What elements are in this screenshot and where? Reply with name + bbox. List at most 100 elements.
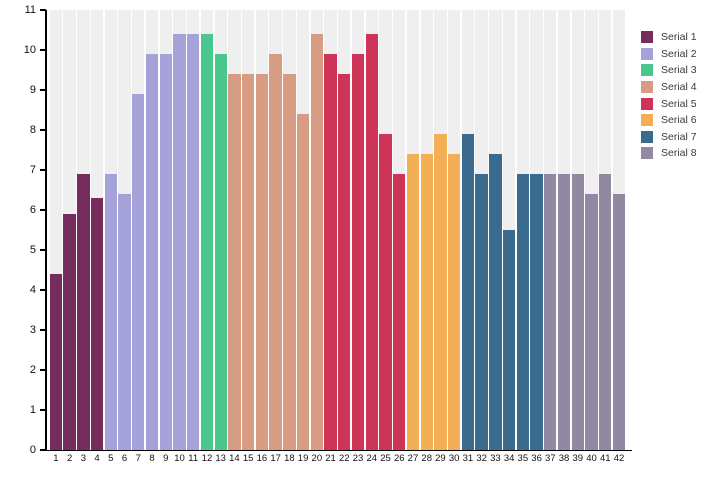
column-backdrop [530,10,543,450]
bar-x17[interactable] [269,54,282,450]
bar-x40[interactable] [585,194,598,450]
column-backdrop [516,10,530,450]
column-backdrop [241,10,255,450]
bar-x38[interactable] [557,174,571,450]
column-backdrop [118,10,131,450]
bar-x41[interactable] [599,174,612,450]
bar-x34[interactable] [502,230,516,450]
column-backdrop [324,10,337,450]
bar-x5[interactable] [104,174,117,450]
bar-x31[interactable] [461,134,475,450]
legend-item-serial-8[interactable]: Serial 8 [641,145,697,162]
bar-x26[interactable] [393,174,406,450]
column-backdrop [351,10,365,450]
legend-label: Serial 3 [661,64,697,77]
bar-x9[interactable] [159,54,172,450]
x-axis-label: 30 [448,453,460,464]
bar-x7[interactable] [132,94,145,450]
legend-item-serial-7[interactable]: Serial 7 [641,129,697,146]
y-axis-tick [40,49,46,51]
legend-swatch [641,47,653,60]
legend-swatch [641,147,653,160]
x-axis-label: 5 [108,453,114,464]
bar-x18[interactable] [283,74,296,450]
legend-item-serial-1[interactable]: Serial 1 [641,29,697,46]
x-axis-label: 39 [572,453,584,464]
bar-x19[interactable] [296,114,310,450]
bar-x15[interactable] [241,74,255,450]
column-backdrop [49,10,63,450]
legend-item-serial-4[interactable]: Serial 4 [641,79,697,96]
column-backdrop [283,10,296,450]
legend-item-serial-3[interactable]: Serial 3 [641,62,697,79]
bar-x24[interactable] [365,34,378,450]
bar-x27[interactable] [406,154,420,450]
bar-x16[interactable] [255,74,269,450]
legend-item-serial-2[interactable]: Serial 2 [641,46,697,63]
bar-x35[interactable] [516,174,530,450]
x-axis-label: 32 [476,453,487,464]
bar-x11[interactable] [187,34,200,450]
column-backdrop [599,10,612,450]
column-backdrop [544,10,557,450]
bar-x1[interactable] [49,274,63,450]
x-axis-label: 11 [188,453,199,464]
x-axis-label: 14 [229,453,240,464]
column-backdrop [63,10,76,450]
legend-item-serial-6[interactable]: Serial 6 [641,112,697,129]
x-axis-label: 25 [380,453,391,464]
x-axis-label: 36 [531,453,542,464]
bar-x10[interactable] [173,34,186,450]
legend-label: Serial 5 [661,97,697,110]
bar-x6[interactable] [118,194,131,450]
bar-x23[interactable] [351,54,365,450]
y-axis-label: 8 [29,124,36,136]
legend-swatch [641,81,653,94]
x-axis-label: 26 [393,453,405,464]
y-axis-tick [40,89,46,91]
bar-x29[interactable] [434,134,447,450]
x-axis-label: 37 [545,453,556,464]
y-axis-tick [40,9,46,11]
bar-x22[interactable] [338,74,351,450]
bar-x21[interactable] [324,54,337,450]
x-axis-label: 2 [66,453,73,464]
bar-x8[interactable] [145,54,159,450]
bar-x36[interactable] [530,174,543,450]
x-axis-label: 8 [149,453,155,464]
y-axis-label: 7 [29,164,36,176]
bar-x25[interactable] [379,134,392,450]
bar-x28[interactable] [420,154,433,450]
legend-swatch [641,97,653,110]
column-backdrop [447,10,461,450]
column-backdrop [434,10,447,450]
column-backdrop [612,10,626,450]
x-axis-label: 19 [297,453,309,464]
bar-x39[interactable] [571,174,584,450]
bar-x33[interactable] [489,154,502,450]
bar-x14[interactable] [228,74,241,450]
bar-x42[interactable] [612,194,626,450]
bar-x30[interactable] [447,154,461,450]
bar-x4[interactable] [90,198,104,450]
legend-swatch [641,64,653,77]
legend-item-serial-5[interactable]: Serial 5 [641,95,697,112]
x-axis-label: 40 [586,453,597,464]
bar-x20[interactable] [310,34,323,450]
x-axis-label: 12 [201,453,213,464]
x-axis-label: 10 [174,453,185,464]
bar-x2[interactable] [63,214,76,450]
column-backdrop [461,10,475,450]
x-axis-label: 28 [421,453,432,464]
bar-x37[interactable] [544,174,557,450]
bar-x32[interactable] [475,174,488,450]
column-backdrop [338,10,351,450]
bar-x12[interactable] [200,34,214,450]
legend-label: Serial 1 [661,31,697,44]
x-axis-label: 21 [325,453,336,464]
y-axis-label: 5 [29,244,36,256]
bar-x13[interactable] [214,54,227,450]
x-axis-label: 22 [339,453,350,464]
bar-x3[interactable] [77,174,90,450]
column-backdrop [393,10,406,450]
